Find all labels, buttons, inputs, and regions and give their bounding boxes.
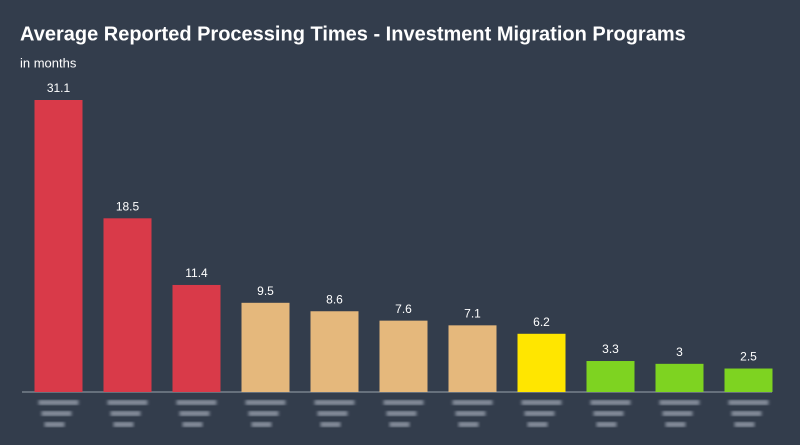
chart-title: Average Reported Processing Times - Inve…	[20, 23, 686, 45]
value-label: 8.6	[326, 292, 343, 306]
value-label: 11.4	[185, 266, 208, 280]
bar	[241, 302, 290, 392]
blurred-label	[524, 411, 555, 416]
value-label: 18.5	[116, 199, 140, 213]
bar	[379, 320, 428, 392]
value-label: 2.5	[740, 350, 757, 364]
value-label: 9.5	[257, 284, 274, 298]
value-label: 3	[676, 345, 683, 359]
blurred-label	[314, 400, 355, 405]
bar	[586, 361, 635, 392]
blurred-label	[176, 400, 217, 405]
blurred-label	[41, 411, 72, 416]
value-label: 6.2	[533, 315, 550, 329]
bar	[103, 218, 152, 392]
blurred-label	[320, 422, 341, 427]
chart-subtitle: in months	[20, 55, 77, 70]
bar	[655, 363, 704, 392]
blurred-label	[389, 422, 410, 427]
blurred-label	[251, 422, 272, 427]
blurred-label	[590, 400, 631, 405]
value-label: 7.1	[464, 307, 481, 321]
blurred-label	[179, 411, 210, 416]
blurred-label	[317, 411, 348, 416]
blurred-label	[728, 400, 769, 405]
bar	[172, 284, 221, 392]
blurred-label	[38, 400, 79, 405]
blurred-label	[113, 422, 134, 427]
blurred-label	[662, 411, 693, 416]
blurred-label	[107, 400, 148, 405]
blurred-label	[734, 422, 755, 427]
value-label: 31.1	[47, 81, 71, 95]
blurred-label	[110, 411, 141, 416]
bar	[517, 333, 566, 392]
blurred-label	[44, 422, 65, 427]
bar	[34, 100, 83, 392]
value-label: 3.3	[602, 342, 619, 356]
blurred-label	[248, 411, 279, 416]
value-label: 7.6	[395, 302, 412, 316]
blurred-label	[452, 400, 493, 405]
bar	[310, 311, 359, 392]
blurred-label	[527, 422, 548, 427]
blurred-label	[521, 400, 562, 405]
blurred-label	[383, 400, 424, 405]
blurred-label	[731, 411, 762, 416]
blurred-label	[665, 422, 686, 427]
blurred-label	[458, 422, 479, 427]
blurred-label	[596, 422, 617, 427]
bar	[724, 368, 773, 392]
blurred-label	[245, 400, 286, 405]
blurred-label	[659, 400, 700, 405]
bar	[448, 325, 497, 392]
blurred-label	[182, 422, 203, 427]
blurred-label	[455, 411, 486, 416]
blurred-label	[386, 411, 417, 416]
blurred-label	[593, 411, 624, 416]
